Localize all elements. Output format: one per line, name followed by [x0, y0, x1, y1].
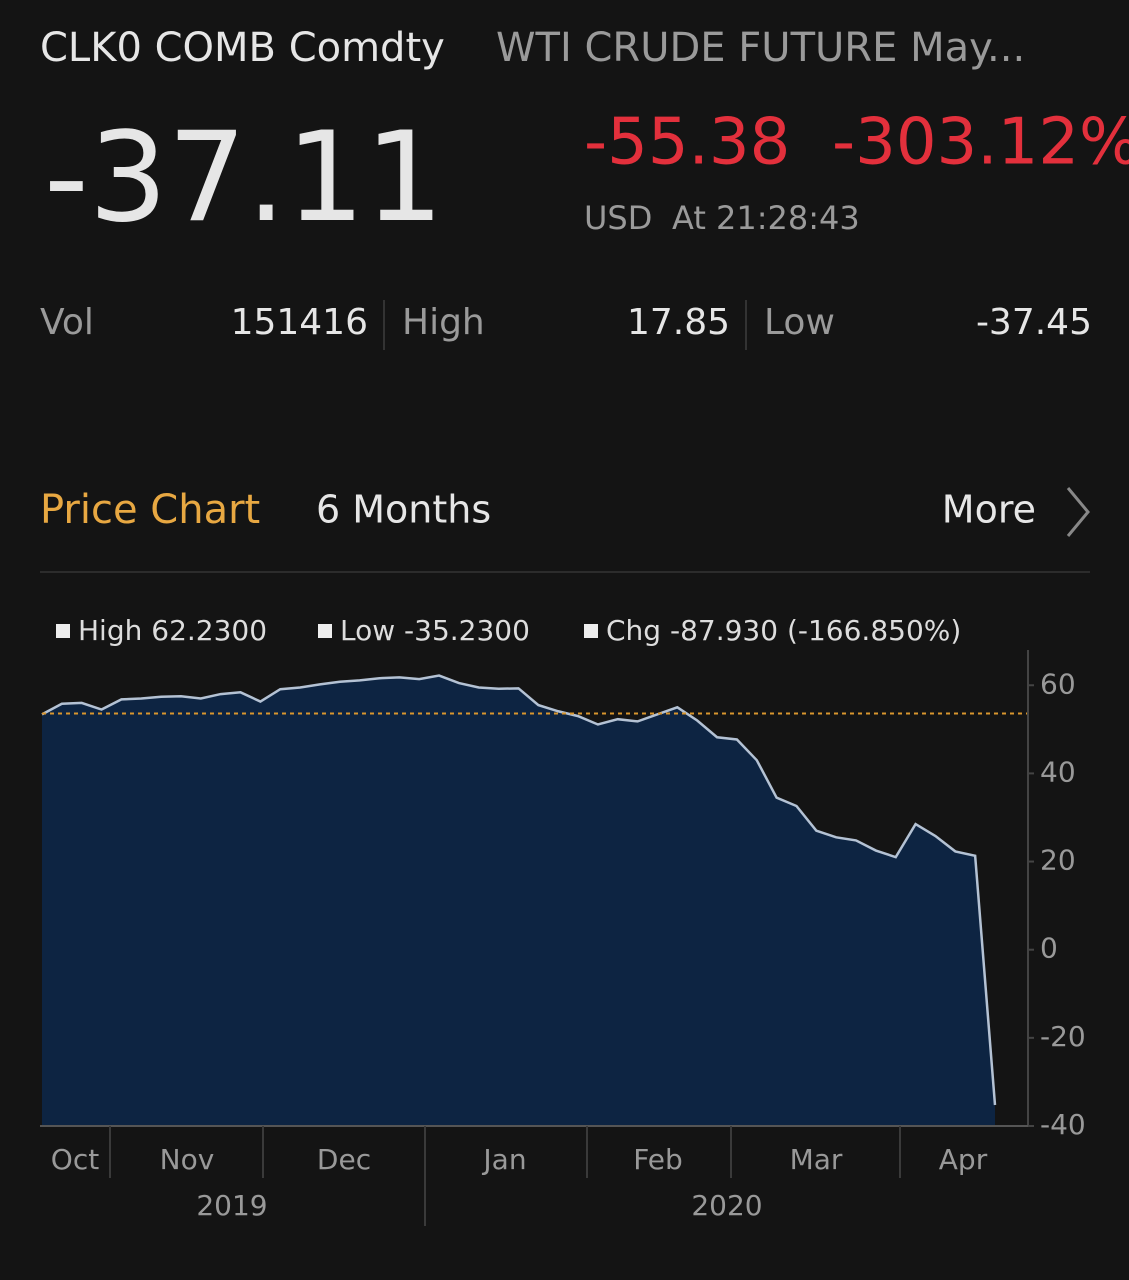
more-link[interactable]: More — [942, 488, 1036, 532]
stat-value: 151416 — [231, 302, 368, 343]
stat-value: 17.85 — [627, 302, 730, 343]
y-tick-label: 20 — [1040, 844, 1076, 877]
x-tick-label: Feb — [633, 1143, 683, 1176]
y-tick-label: 40 — [1040, 755, 1076, 788]
legend-swatch — [318, 624, 332, 638]
stat-label: Vol — [40, 302, 94, 343]
y-tick-label: -40 — [1040, 1108, 1086, 1141]
instrument-name: WTI CRUDE FUTURE May... — [496, 25, 1025, 71]
stat-label: Low — [764, 302, 835, 343]
price-line — [41, 674, 997, 1106]
x-tick-label: Jan — [481, 1143, 526, 1176]
section-title[interactable]: Price Chart — [40, 487, 260, 533]
legend-swatch — [584, 624, 598, 638]
x-tick-label: Mar — [790, 1143, 843, 1176]
legend-swatch — [56, 624, 70, 638]
legend-entry: Chg -87.930 (-166.850%) — [606, 614, 961, 647]
x-tick-label: Dec — [317, 1143, 371, 1176]
chart: High 62.2300 Low -35.2300 Chg -87.930 (-16… — [40, 614, 1086, 1226]
y-tick-label: 60 — [1040, 667, 1076, 700]
stat-value: -37.45 — [976, 302, 1092, 343]
y-tick-label: 0 — [1040, 932, 1058, 965]
y-tick-label: -20 — [1040, 1020, 1086, 1053]
x-tick-label: Oct — [51, 1143, 99, 1176]
area — [42, 675, 995, 1126]
legend-entry: Low -35.2300 — [340, 614, 530, 647]
x-tick-label: Apr — [939, 1143, 988, 1176]
year-label: 2019 — [196, 1189, 267, 1222]
stat-label: High — [402, 302, 485, 343]
period[interactable]: 6 Months — [316, 488, 491, 532]
legend-entry: High 62.2300 — [78, 614, 267, 647]
chevron[interactable] — [1066, 487, 1090, 537]
x-tick-label: Nov — [160, 1143, 215, 1176]
change: -55.38 — [584, 106, 790, 180]
currency: USD — [584, 199, 652, 237]
price: -37.11 — [44, 106, 444, 250]
time: At 21:28:43 — [672, 199, 860, 237]
change-pct: -303.12% — [832, 106, 1129, 180]
ticker: CLK0 COMB Comdty — [40, 25, 445, 71]
year-label: 2020 — [691, 1189, 762, 1222]
